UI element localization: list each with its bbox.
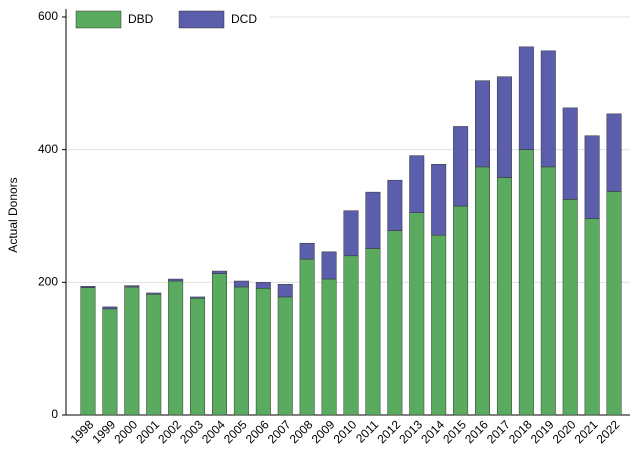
bar-segment xyxy=(365,191,381,249)
x-tick-label: 2018 xyxy=(506,417,535,446)
legend-swatch xyxy=(178,10,225,29)
bar-segment xyxy=(606,113,622,192)
bar-segment xyxy=(584,218,600,416)
x-tick-label: 2016 xyxy=(462,417,491,446)
bar-segment xyxy=(409,212,425,416)
bar-segment xyxy=(102,308,118,416)
bar-segment xyxy=(431,164,447,236)
bar-segment xyxy=(518,149,534,416)
x-tick-label: 2013 xyxy=(396,417,425,446)
y-tick-label: 200 xyxy=(38,275,58,289)
x-tick-label: 2011 xyxy=(353,417,381,445)
bar-segment xyxy=(211,270,227,274)
legend-label: DCD xyxy=(231,12,257,26)
x-tick-label: 2007 xyxy=(265,417,294,446)
x-tick-label: 1999 xyxy=(89,417,118,446)
bar-segment xyxy=(80,286,96,288)
bar-segment xyxy=(190,296,206,299)
legend-label: DBD xyxy=(128,12,154,26)
x-tick-label: 2021 xyxy=(572,417,601,446)
bar-segment xyxy=(211,273,227,416)
x-tick-label: 2010 xyxy=(331,417,360,446)
bar-segment xyxy=(168,278,184,282)
x-tick-label: 2020 xyxy=(550,417,579,446)
x-tick-label: 2006 xyxy=(243,417,272,446)
bar-segment xyxy=(277,284,293,298)
bar-segment xyxy=(124,285,140,288)
y-axis-label: Actual Donors xyxy=(6,177,20,252)
bar-segment xyxy=(277,296,293,416)
bar-segment xyxy=(540,50,556,168)
bar-segment xyxy=(299,242,315,260)
x-tick-label: 2022 xyxy=(594,417,623,446)
bar-segment xyxy=(255,288,271,416)
y-tick-label: 400 xyxy=(38,142,58,156)
bar-segment xyxy=(190,298,206,416)
bar-segment xyxy=(584,135,600,219)
x-tick-label: 2001 xyxy=(133,417,162,446)
bar-segment xyxy=(80,287,96,416)
bar-segment xyxy=(321,278,337,416)
x-tick-label: 2005 xyxy=(221,417,250,446)
legend-swatch xyxy=(75,10,122,29)
bar-segment xyxy=(606,191,622,416)
bar-segment xyxy=(146,294,162,416)
bar-segment xyxy=(233,286,249,416)
x-tick-label: 2000 xyxy=(111,417,140,446)
x-tick-label: 2014 xyxy=(418,417,447,446)
bar-segment xyxy=(562,199,578,416)
bar-segment xyxy=(365,248,381,416)
bar-segment xyxy=(168,280,184,416)
x-tick-label: 2002 xyxy=(155,417,184,446)
bar-segment xyxy=(299,258,315,416)
bar-segment xyxy=(453,126,469,207)
x-tick-label: 2004 xyxy=(199,417,228,446)
x-tick-label: 2017 xyxy=(484,417,513,446)
bar-segment xyxy=(387,230,403,416)
bar-segment xyxy=(102,306,118,310)
y-tick-label: 600 xyxy=(38,9,58,23)
x-tick-label: 2008 xyxy=(287,417,316,446)
x-tick-label: 2009 xyxy=(309,417,338,446)
bar-segment xyxy=(496,177,512,416)
bar-segment xyxy=(409,155,425,213)
x-tick-label: 2003 xyxy=(177,417,206,446)
bar-segment xyxy=(321,251,337,280)
x-tick-label: 1998 xyxy=(68,417,97,446)
bar-segment xyxy=(431,234,447,416)
bar-segment xyxy=(518,46,534,150)
bar-segment xyxy=(255,282,271,289)
bar-segment xyxy=(453,205,469,416)
x-tick-label: 2019 xyxy=(528,417,557,446)
bar-segment xyxy=(146,292,162,295)
bar-segment xyxy=(475,80,491,168)
y-tick-label: 0 xyxy=(51,407,58,421)
bar-segment xyxy=(124,286,140,416)
bar-segment xyxy=(562,107,578,200)
x-tick-label: 2012 xyxy=(374,417,403,446)
bar-segment xyxy=(343,210,359,257)
bar-segment xyxy=(540,166,556,416)
bar-segment xyxy=(496,76,512,178)
bar-segment xyxy=(387,179,403,231)
bar-segment xyxy=(343,255,359,416)
bar-segment xyxy=(475,166,491,416)
x-tick-label: 2015 xyxy=(440,417,469,446)
bar-segment xyxy=(233,280,249,288)
